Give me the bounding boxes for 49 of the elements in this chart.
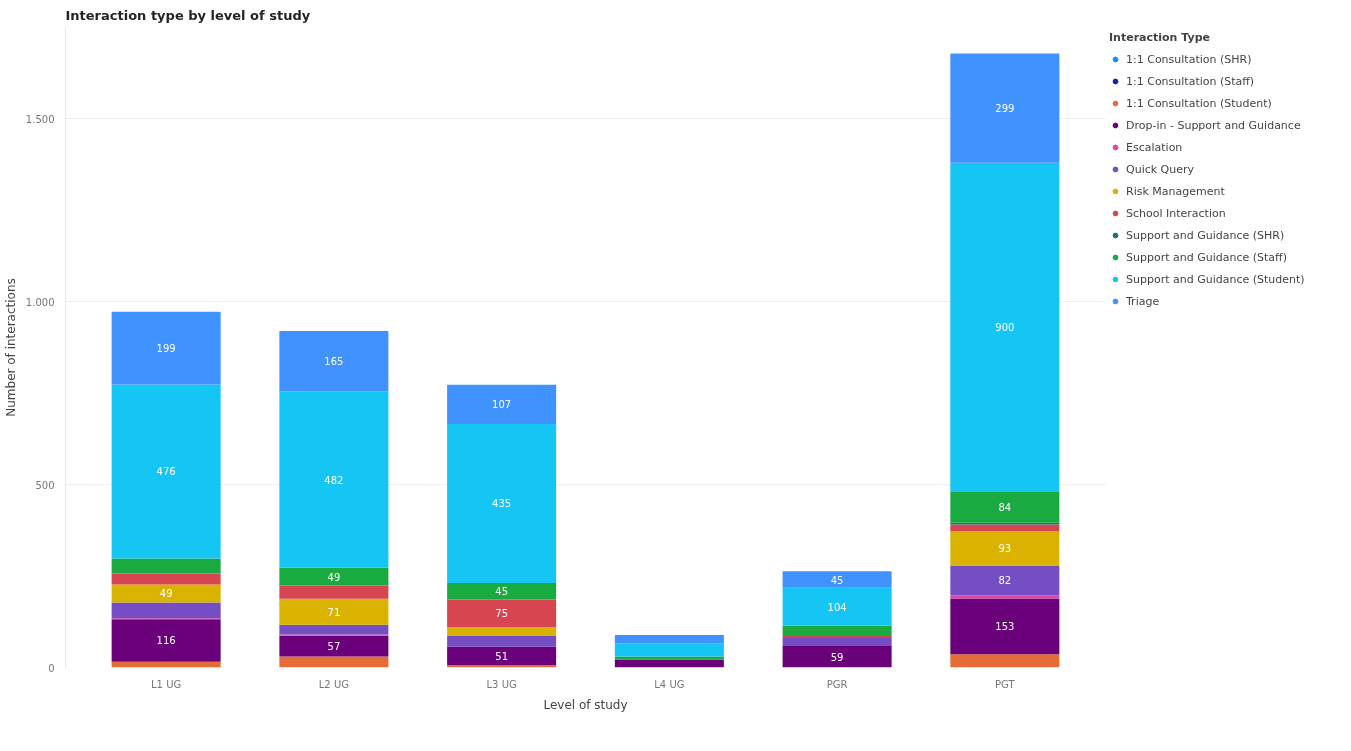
data-label: 84: [998, 502, 1012, 514]
y-axis-title: Number of interactions: [3, 278, 18, 417]
x-tick-label: L2 UG: [318, 678, 349, 690]
legend-label: Escalation: [1126, 140, 1183, 154]
data-label: 435: [492, 498, 512, 510]
legend-title: Interaction Type: [1109, 31, 1211, 44]
data-label: 71: [327, 606, 341, 618]
legend-label: 1:1 Consultation (Staff): [1126, 74, 1255, 88]
chart-title: Interaction type by level of study: [65, 7, 311, 23]
data-label: 45: [495, 586, 508, 598]
legend-label: Risk Management: [1126, 184, 1225, 198]
x-axis-title: Level of study: [543, 697, 628, 712]
y-tick-label: 0: [48, 662, 55, 674]
data-label: 116: [156, 635, 176, 647]
legend-label: 1:1 Consultation (SHR): [1126, 52, 1252, 66]
legend-label: Drop-in - Support and Guidance: [1126, 118, 1301, 132]
data-label: 82: [998, 575, 1012, 587]
data-label: 153: [995, 621, 1015, 633]
legend-label: Triage: [1126, 294, 1160, 308]
data-label: 107: [492, 399, 512, 411]
x-tick-label: PGR: [826, 678, 848, 690]
legend-label: Support and Guidance (Staff): [1126, 250, 1287, 264]
x-tick-label: L4 UG: [654, 678, 685, 690]
data-label: 482: [324, 474, 344, 486]
data-label: 49: [159, 588, 173, 600]
legend-label: School Interaction: [1126, 206, 1226, 220]
legend-label: Support and Guidance (Student): [1126, 272, 1305, 286]
data-label: 299: [995, 103, 1015, 115]
data-label: 59: [830, 651, 844, 663]
data-label: 900: [995, 322, 1015, 334]
data-label: 476: [156, 466, 176, 478]
legend-label: 1:1 Consultation (Student): [1126, 96, 1272, 110]
legend-label: Quick Query: [1126, 162, 1195, 176]
legend-label: Support and Guidance (SHR): [1126, 228, 1285, 242]
data-label: 199: [156, 343, 176, 355]
y-tick-label: 1.500: [25, 113, 55, 125]
y-tick-label: 500: [35, 479, 55, 491]
data-label: 51: [495, 650, 508, 662]
x-tick-label: L3 UG: [486, 678, 517, 690]
data-label: 57: [327, 641, 341, 653]
data-label: 104: [827, 601, 847, 613]
data-label: 75: [495, 608, 508, 620]
x-tick-label: L1 UG: [151, 678, 182, 690]
y-tick-label: 1.000: [25, 296, 55, 308]
data-label: 93: [998, 543, 1012, 555]
data-label: 49: [327, 571, 341, 583]
x-tick-label: PGT: [995, 678, 1016, 690]
data-label: 45: [830, 574, 844, 586]
data-label: 165: [324, 356, 344, 368]
